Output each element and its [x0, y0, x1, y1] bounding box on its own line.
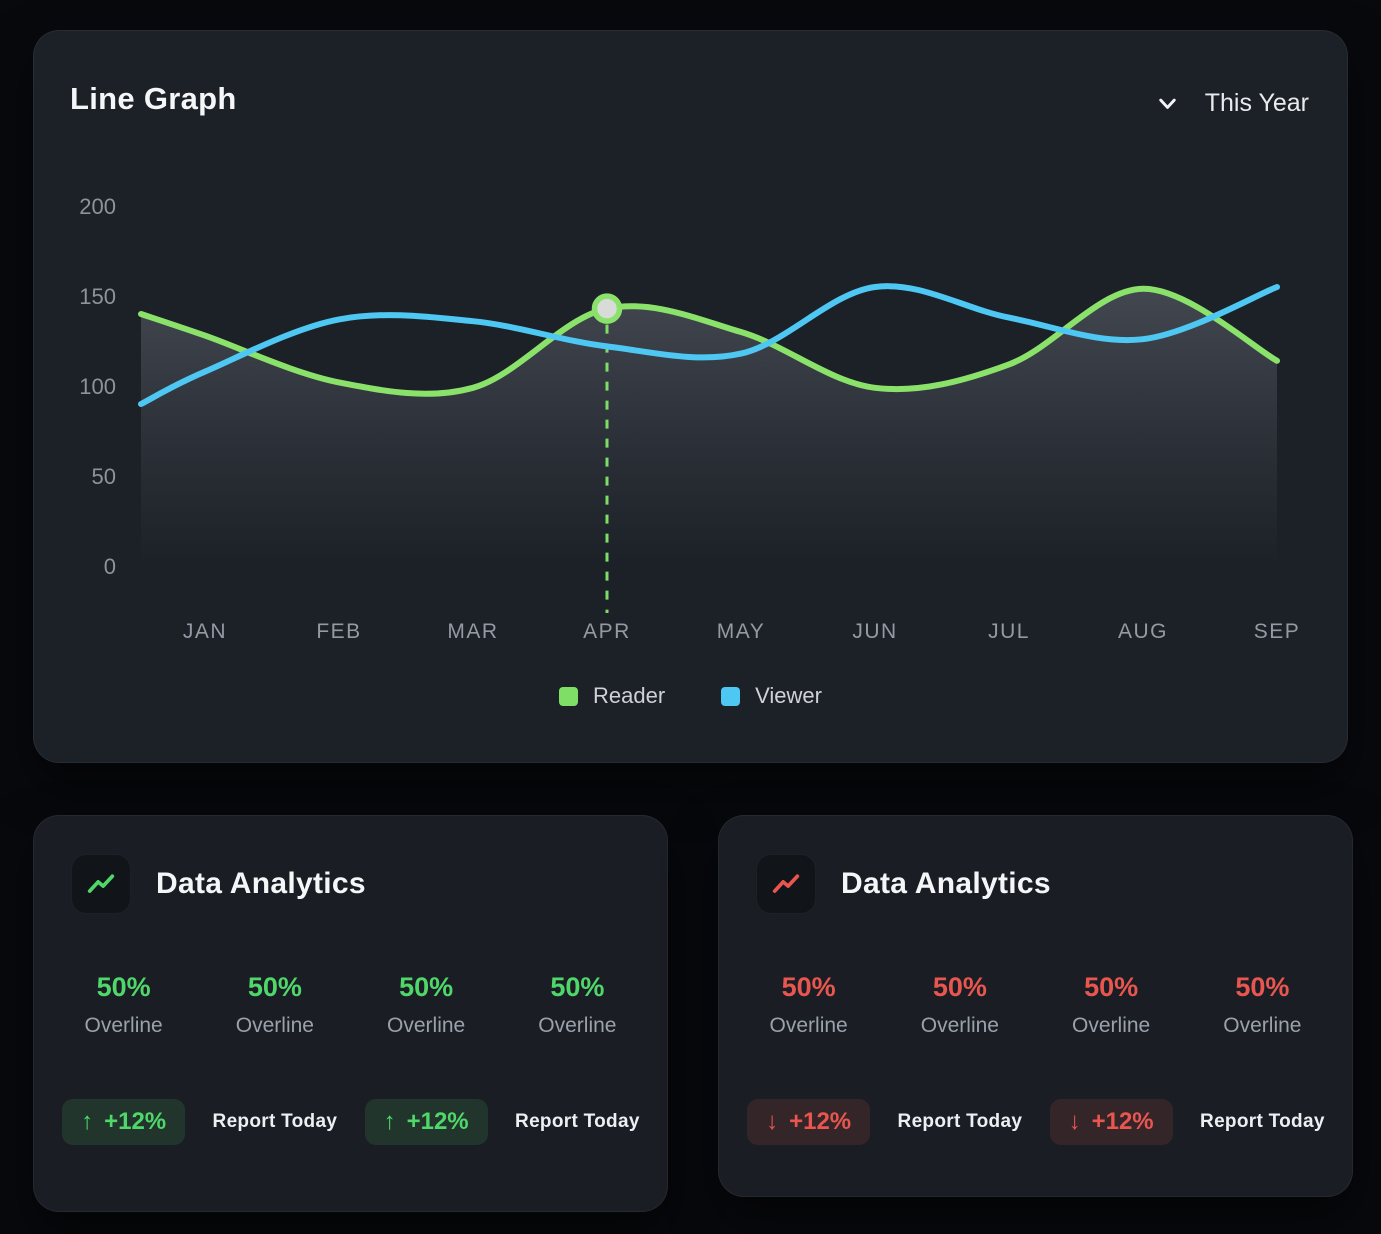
- y-axis-label: 0: [104, 554, 116, 579]
- analytics-title: Data Analytics: [841, 867, 1051, 900]
- stat-item: 50% Overline: [502, 972, 653, 1038]
- stats-row: 50% Overline 50% Overline 50% Overline 5…: [719, 972, 1352, 1038]
- chart-title: Line Graph: [70, 81, 237, 116]
- legend-label-reader: Reader: [592, 683, 666, 708]
- change-badge[interactable]: ↓ +12%: [1049, 1099, 1173, 1145]
- stat-label: Overline: [769, 1014, 848, 1037]
- change-value: +12%: [406, 1108, 469, 1135]
- stat-item: 50% Overline: [884, 972, 1035, 1038]
- x-axis-label: MAR: [447, 620, 498, 643]
- period-selector[interactable]: This Year: [1154, 89, 1309, 118]
- change-badge[interactable]: ↑ +12%: [62, 1099, 186, 1145]
- viewer-line: [138, 283, 1280, 407]
- report-today-label: Report Today: [1200, 1111, 1325, 1132]
- y-axis-label: 100: [79, 374, 116, 399]
- period-label: This Year: [1204, 89, 1309, 117]
- arrow-up-icon: ↑: [383, 1108, 396, 1135]
- arrow-down-icon: ↓: [1068, 1108, 1081, 1135]
- analytics-header: Data Analytics: [756, 854, 1051, 914]
- x-axis-label: FEB: [316, 620, 361, 643]
- stat-label: Overline: [84, 1014, 163, 1037]
- report-today-label: Report Today: [212, 1111, 338, 1132]
- stat-value: 50%: [96, 972, 151, 1002]
- analytics-title: Data Analytics: [156, 867, 366, 900]
- report-today-label: Report Today: [515, 1111, 640, 1132]
- stat-item: 50% Overline: [199, 972, 350, 1038]
- stat-label: Overline: [538, 1014, 617, 1037]
- footer-row: ↑ +12% Report Today ↑ +12% Report Today: [34, 1094, 667, 1150]
- change-value: +12%: [789, 1108, 852, 1135]
- stat-value: 50%: [781, 972, 836, 1002]
- x-axis-label: JAN: [183, 620, 227, 643]
- stat-label: Overline: [920, 1014, 999, 1037]
- stat-label: Overline: [235, 1014, 314, 1037]
- y-axis-label: 200: [79, 194, 116, 219]
- line-chart: 0 50 100 150 200 JAN FEB MAR APR MAY JUN JUL AUG SEP: [79, 194, 1301, 643]
- stats-row: 50% Overline 50% Overline 50% Overline 5…: [34, 972, 667, 1038]
- stat-value: 50%: [247, 972, 302, 1002]
- analytics-card-down: Data Analytics 50% Overline 50% Overline…: [718, 815, 1353, 1197]
- stat-value: 50%: [550, 972, 605, 1002]
- x-axis-label: MAY: [717, 620, 765, 643]
- highlight-marker[interactable]: [591, 293, 623, 324]
- trend-down-icon: [756, 854, 816, 914]
- chart-legend: Reader Viewer: [34, 683, 1347, 709]
- legend-item-reader[interactable]: Reader: [558, 683, 666, 709]
- stat-value: 50%: [399, 972, 454, 1002]
- analytics-header: Data Analytics: [71, 854, 366, 914]
- viewer-swatch: [721, 686, 741, 706]
- stat-value: 50%: [1084, 972, 1139, 1002]
- reader-area: [141, 288, 1277, 566]
- arrow-up-icon: ↑: [81, 1108, 94, 1135]
- change-value: +12%: [1091, 1108, 1154, 1135]
- footer-row: ↓ +12% Report Today ↓ +12% Report Today: [719, 1094, 1352, 1150]
- stat-item: 50% Overline: [733, 972, 884, 1038]
- change-value: +12%: [104, 1108, 167, 1135]
- stat-item: 50% Overline: [1187, 972, 1338, 1038]
- trend-up-icon: [71, 854, 131, 914]
- report-today-label: Report Today: [897, 1111, 1023, 1132]
- stat-item: 50% Overline: [1036, 972, 1187, 1038]
- stat-label: Overline: [1223, 1014, 1302, 1037]
- reader-swatch: [558, 686, 578, 706]
- line-graph-card: 0 50 100 150 200 JAN FEB MAR APR MAY JUN JUL AUG SEP …: [33, 30, 1348, 763]
- stat-item: 50% Overline: [351, 972, 502, 1038]
- legend-label-viewer: Viewer: [755, 683, 822, 708]
- analytics-card-up: Data Analytics 50% Overline 50% Overline…: [33, 815, 668, 1212]
- stat-label: Overline: [1072, 1014, 1151, 1037]
- x-axis-label: APR: [583, 620, 631, 643]
- stat-item: 50% Overline: [48, 972, 199, 1038]
- y-axis-label: 50: [92, 464, 116, 489]
- reader-line: [138, 285, 1280, 397]
- y-axis-label: 150: [79, 284, 116, 309]
- legend-item-viewer[interactable]: Viewer: [721, 683, 822, 709]
- x-axis-label: JUN: [852, 620, 897, 643]
- chevron-down-icon: [1159, 98, 1176, 109]
- x-axis-label: JUL: [988, 620, 1030, 643]
- stat-label: Overline: [387, 1014, 466, 1037]
- change-badge[interactable]: ↓ +12%: [747, 1099, 871, 1145]
- stat-value: 50%: [932, 972, 987, 1002]
- x-axis-label: AUG: [1118, 620, 1168, 643]
- arrow-down-icon: ↓: [766, 1108, 779, 1135]
- stat-value: 50%: [1235, 972, 1290, 1002]
- change-badge[interactable]: ↑ +12%: [364, 1099, 488, 1145]
- x-axis-label: SEP: [1254, 620, 1301, 643]
